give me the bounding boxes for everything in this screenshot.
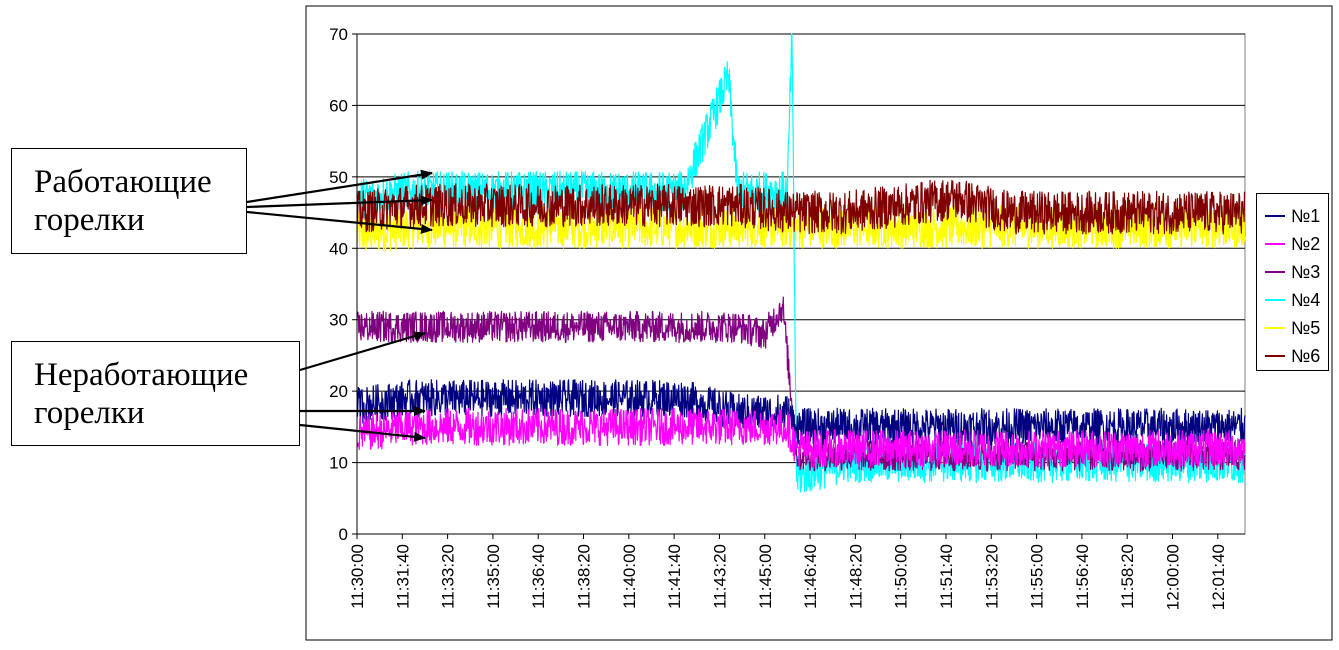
legend-entry: №3 (1263, 258, 1328, 286)
legend-entry: №1 (1263, 202, 1328, 230)
idle-burners-callout: Неработающие горелки (11, 341, 300, 446)
x-tick-label: 11:48:20 (846, 544, 865, 609)
y-tick-label: 30 (329, 311, 348, 330)
y-tick-label: 60 (329, 96, 348, 115)
y-tick-label: 10 (329, 454, 348, 473)
callout-arrow (299, 423, 426, 442)
legend-swatch (1265, 243, 1285, 245)
x-tick-label: 11:41:40 (665, 544, 684, 609)
series-lines (356, 33, 1246, 493)
x-tick-label: 11:51:40 (937, 544, 956, 609)
x-tick-label: 11:35:00 (484, 544, 503, 609)
x-tick-label: 11:50:00 (892, 544, 911, 609)
legend-swatch (1265, 215, 1285, 217)
y-tick-label: 20 (329, 382, 348, 401)
x-tick-label: 11:30:00 (348, 544, 367, 609)
legend-label: №5 (1291, 318, 1321, 338)
x-tick-label: 11:53:20 (982, 544, 1001, 609)
x-tick-label: 11:58:20 (1118, 544, 1137, 609)
working-burners-callout: Работающие горелки (11, 148, 247, 254)
axes: 0 10 20 30 40 50 60 70 11:30:00 11:31:40 11:33:20 1… (329, 25, 1245, 610)
callout-arrow (246, 169, 433, 204)
legend-entry: №2 (1263, 230, 1328, 258)
x-tick-label: 11:46:40 (801, 544, 820, 609)
legend-swatch (1265, 271, 1285, 273)
legend-entry: №4 (1263, 286, 1328, 314)
y-tick-label: 40 (329, 239, 348, 258)
x-tick-label: 12:00:00 (1164, 544, 1183, 610)
legend-label: №6 (1291, 346, 1321, 366)
legend-swatch (1265, 299, 1285, 301)
callout-arrow (299, 331, 426, 372)
idle-callout-line-2: горелки (34, 395, 145, 431)
series-line (356, 179, 1246, 235)
legend-entry: №5 (1263, 314, 1328, 342)
x-tick-label: 11:43:20 (710, 544, 729, 609)
callout-arrows (246, 169, 433, 442)
legend-swatch (1265, 327, 1285, 329)
y-tick-label: 70 (329, 25, 348, 44)
working-callout-line-2: горелки (34, 202, 145, 238)
legend-label: №3 (1291, 262, 1321, 282)
x-tick-label: 11:38:20 (575, 544, 594, 609)
legend: №1 №2 №3 №4 №5 №6 (1256, 193, 1329, 371)
legend-label: №4 (1291, 290, 1321, 310)
x-tick-label: 11:31:40 (393, 544, 412, 609)
series-line (356, 33, 1246, 493)
legend-label: №2 (1291, 234, 1321, 254)
x-tick-label: 11:56:40 (1073, 544, 1092, 609)
y-tick-label: 0 (339, 525, 348, 544)
legend-label: №1 (1291, 206, 1321, 226)
callout-arrow (246, 210, 433, 234)
x-tick-label: 11:55:00 (1028, 544, 1047, 609)
legend-swatch (1265, 355, 1285, 357)
idle-callout-line-1: Неработающие (34, 357, 249, 393)
x-tick-label: 11:45:00 (756, 544, 775, 609)
legend-entry: №6 (1263, 342, 1328, 370)
x-tick-label: 12:01:40 (1209, 544, 1228, 610)
x-tick-label: 11:36:40 (529, 544, 548, 609)
y-tick-label: 50 (329, 168, 348, 187)
x-tick-label: 11:40:00 (620, 544, 639, 609)
working-callout-line-1: Работающие (34, 164, 212, 200)
x-tick-label: 11:33:20 (439, 544, 458, 609)
series-line (356, 407, 1246, 468)
callout-arrow (246, 195, 433, 209)
